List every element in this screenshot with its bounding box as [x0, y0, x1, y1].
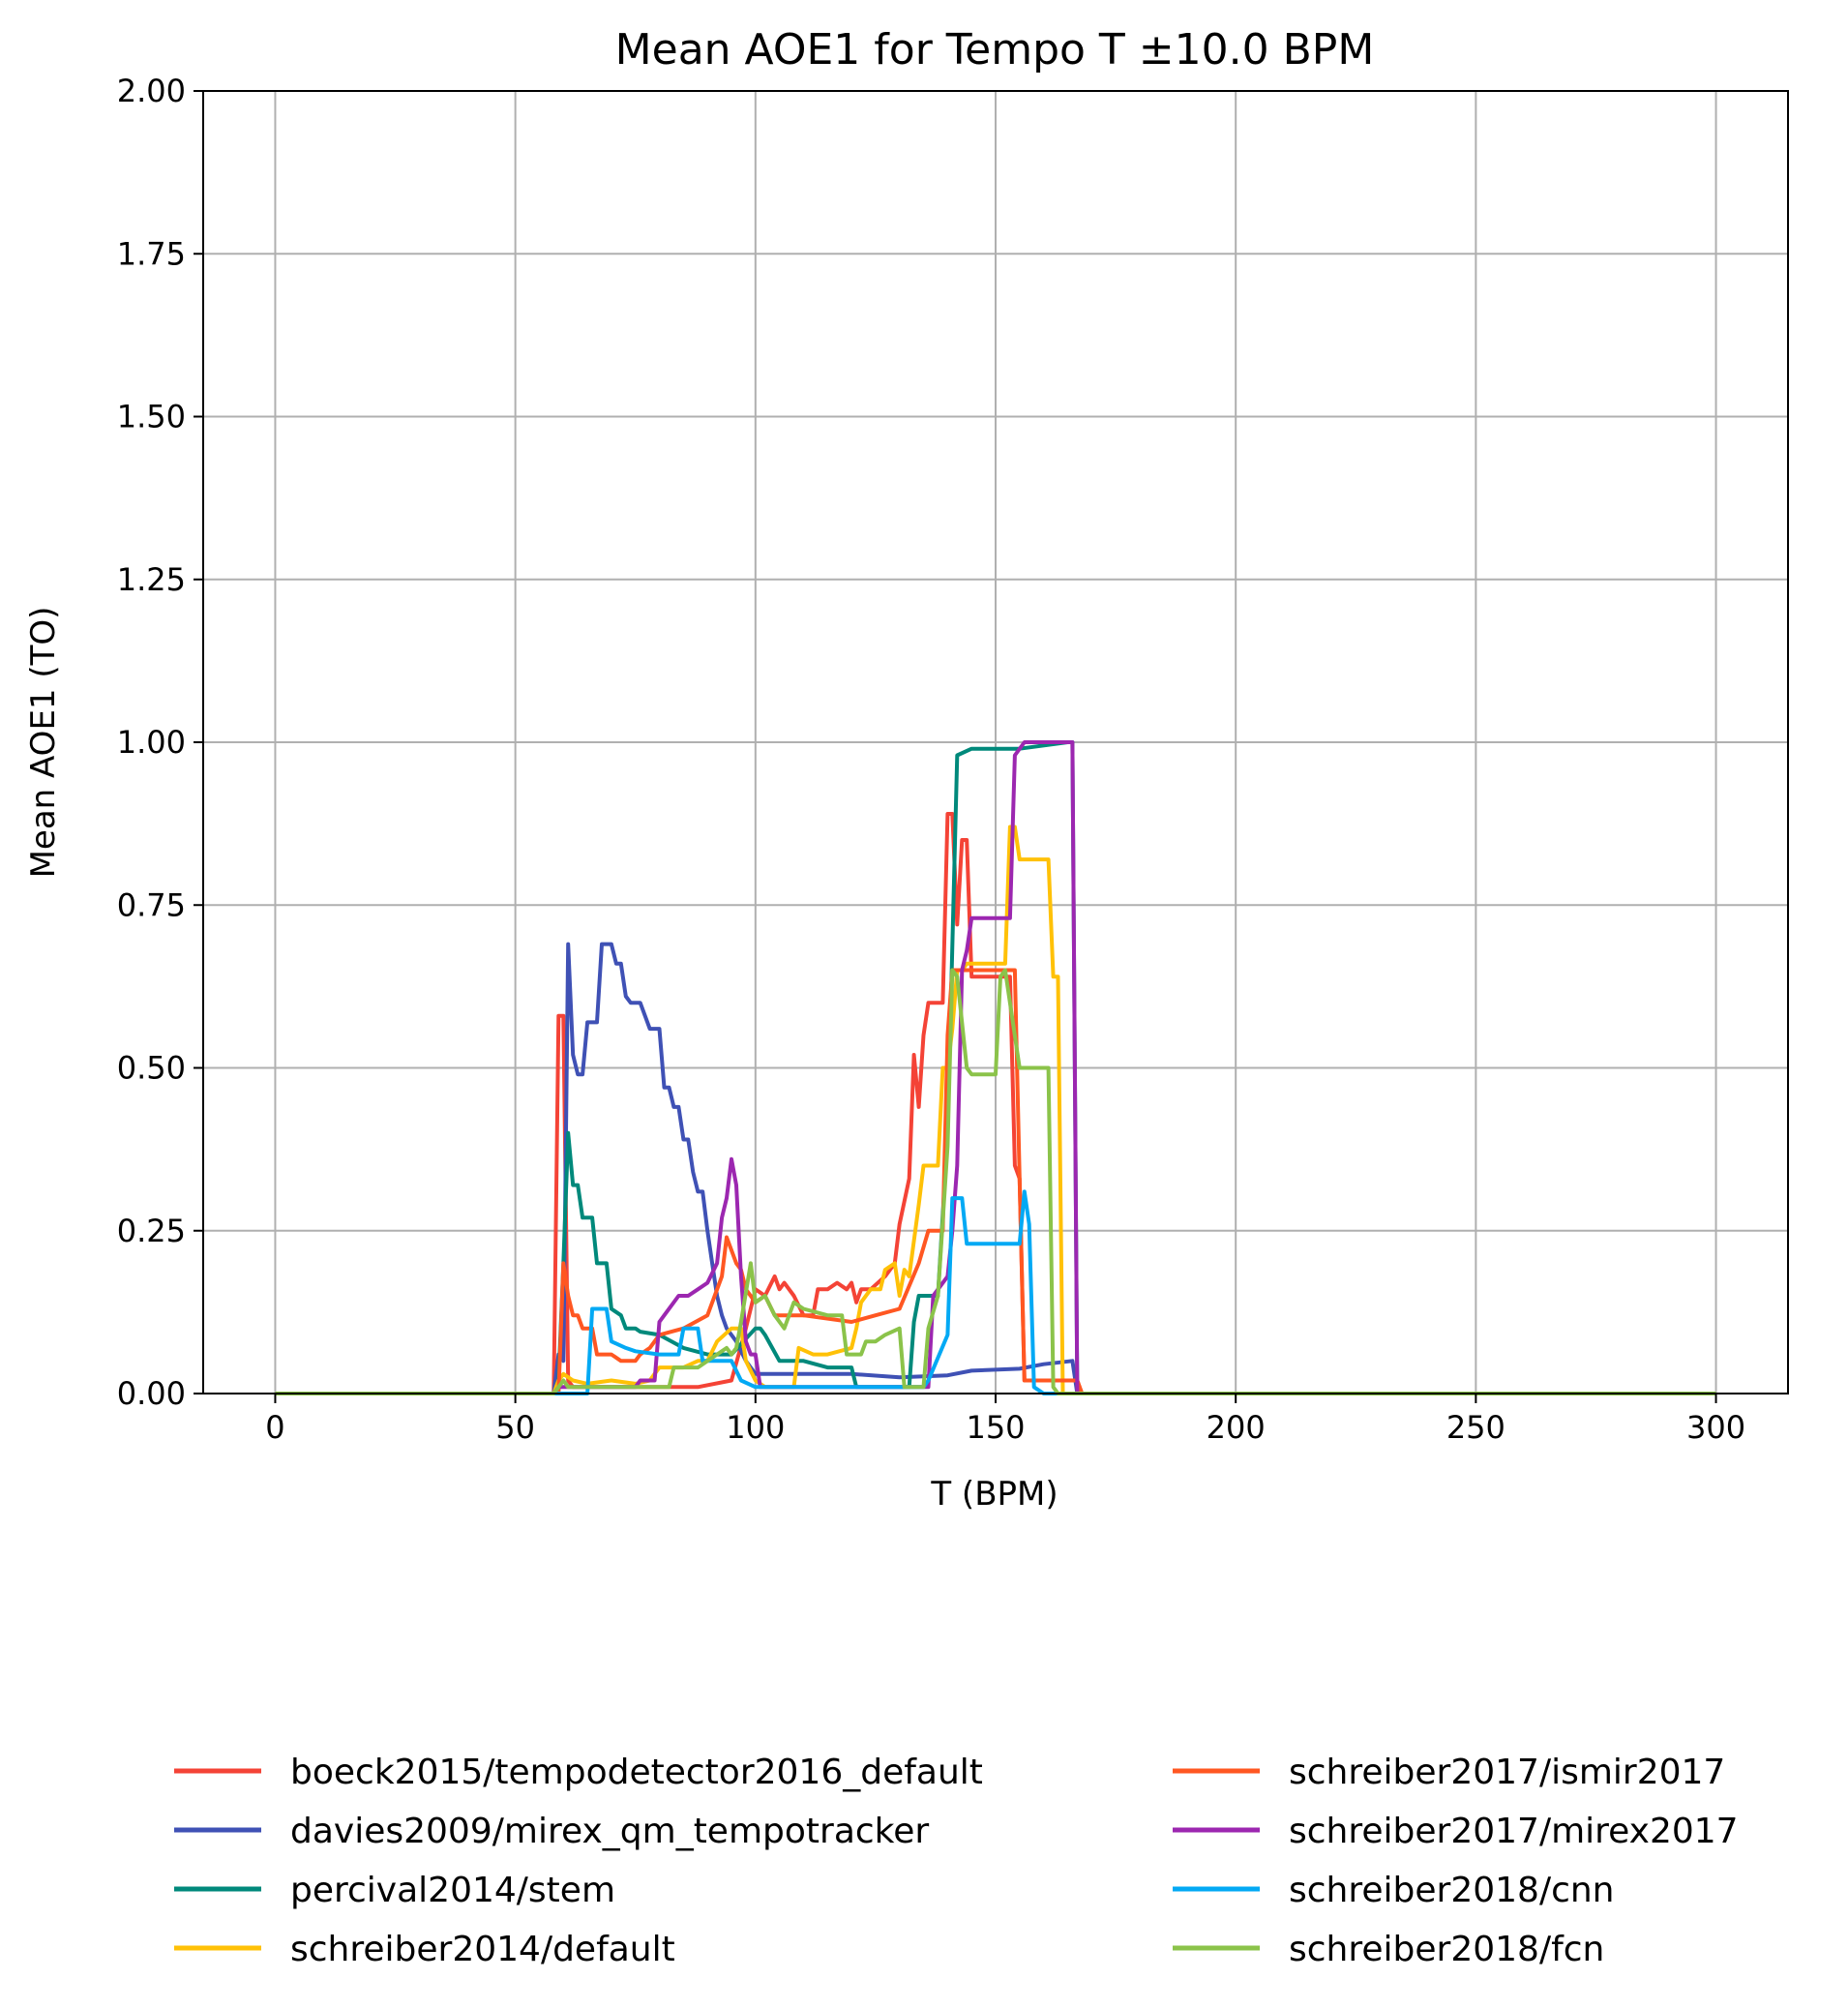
y-tick-label: 1.75 — [117, 235, 186, 272]
series-line-schreiber2018-cnn — [275, 1189, 1716, 1395]
legend-label: boeck2015/tempodetector2016_default — [290, 1753, 983, 1792]
x-axis: 0 50 100 150 200 250 300 — [265, 1394, 1745, 1446]
x-tick-label: 150 — [966, 1409, 1025, 1446]
legend: boeck2015/tempodetector2016_defaultdavie… — [174, 1753, 1739, 1969]
legend-label: schreiber2017/ismir2017 — [1289, 1753, 1725, 1792]
legend-item: schreiber2018/cnn — [1173, 1871, 1615, 1910]
legend-label: davies2009/mirex_qm_tempotracker — [290, 1812, 929, 1851]
legend-label: schreiber2017/mirex2017 — [1289, 1812, 1739, 1851]
y-axis-title: Mean AOE1 (TO) — [24, 607, 63, 879]
y-tick-label: 0.50 — [117, 1050, 186, 1087]
legend-item: schreiber2018/fcn — [1173, 1930, 1604, 1969]
grid-lines — [203, 90, 1788, 1394]
series-lines — [275, 740, 1716, 1395]
legend-item: percival2014/stem — [174, 1871, 615, 1910]
series-line-davies2009-mirex-qm-tempotracker — [275, 942, 1716, 1395]
y-tick-label: 1.50 — [117, 399, 186, 435]
legend-item: schreiber2017/ismir2017 — [1173, 1753, 1725, 1792]
chart-title: Mean AOE1 for Tempo T ±10.0 BPM — [615, 25, 1375, 75]
x-tick-label: 100 — [726, 1409, 785, 1446]
legend-label: percival2014/stem — [290, 1871, 615, 1910]
x-tick-label: 50 — [495, 1409, 535, 1446]
y-tick-label: 2.00 — [117, 73, 186, 109]
y-axis: 0.00 0.25 0.50 0.75 1.00 1.25 1.50 1.75 2.00 — [117, 73, 203, 1412]
y-tick-label: 0.00 — [117, 1375, 186, 1412]
legend-label: schreiber2014/default — [290, 1930, 675, 1969]
x-tick-label: 0 — [265, 1409, 284, 1446]
x-axis-title: T (BPM) — [930, 1475, 1058, 1514]
legend-item: boeck2015/tempodetector2016_default — [174, 1753, 983, 1792]
legend-label: schreiber2018/cnn — [1289, 1871, 1615, 1910]
y-tick-label: 0.25 — [117, 1213, 186, 1249]
series-line-schreiber2018-fcn — [275, 968, 1716, 1395]
series-line-schreiber2014-default — [275, 825, 1716, 1395]
x-tick-label: 300 — [1686, 1409, 1745, 1446]
legend-item: schreiber2017/mirex2017 — [1173, 1812, 1739, 1851]
x-tick-label: 200 — [1207, 1409, 1266, 1446]
y-tick-label: 1.25 — [117, 561, 186, 598]
y-tick-label: 1.00 — [117, 724, 186, 761]
legend-item: davies2009/mirex_qm_tempotracker — [174, 1812, 929, 1851]
legend-label: schreiber2018/fcn — [1289, 1930, 1604, 1969]
x-tick-label: 250 — [1446, 1409, 1505, 1446]
legend-item: schreiber2014/default — [174, 1930, 675, 1969]
series-line-percival2014-stem — [275, 740, 1716, 1395]
y-tick-label: 0.75 — [117, 886, 186, 923]
series-line-boeck2015-tempodetector2016-default — [275, 812, 1716, 1395]
